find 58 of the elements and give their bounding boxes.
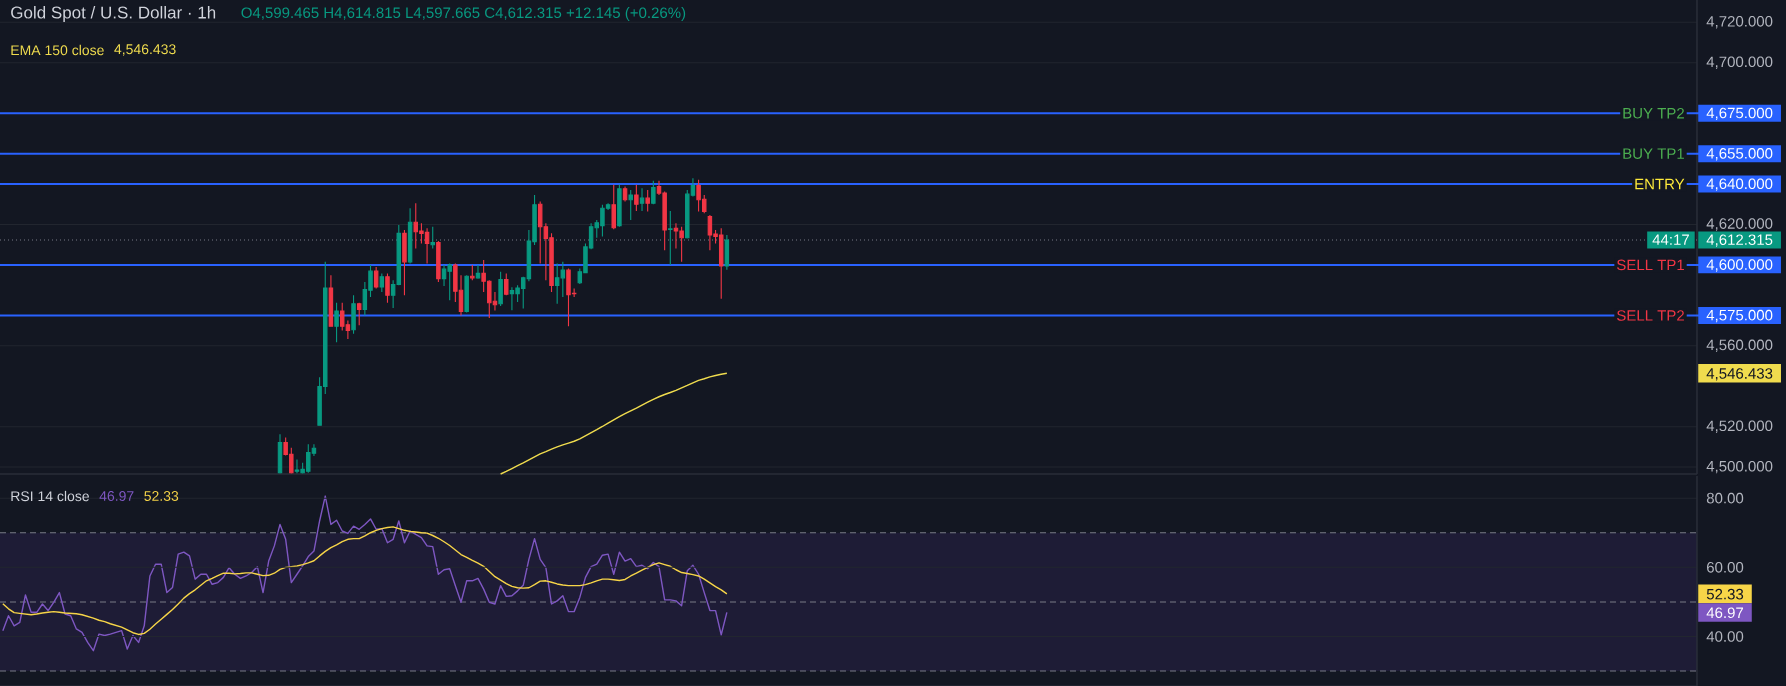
y-tick-label: 4,520.000 [1706, 420, 1773, 433]
candlestick [668, 210, 673, 266]
candlestick [470, 264, 475, 281]
annotation: 4,600.000 [1706, 259, 1773, 272]
candlestick [617, 184, 622, 228]
candlestick [402, 229, 407, 296]
candlestick [498, 271, 503, 307]
y-tick-label: 4,500.000 [1706, 460, 1773, 474]
ref-line-label: ENTRY [1635, 178, 1685, 190]
candlestick [645, 189, 650, 213]
candlestick [373, 266, 379, 290]
candlestick [328, 274, 334, 328]
ref-line-label: BUY TP1 [1623, 148, 1684, 159]
candlestick [628, 189, 633, 221]
y-tick-label: 4,720.000 [1706, 16, 1773, 29]
ref-line-label: SELL TP2 [1617, 310, 1684, 321]
candlestick [436, 240, 441, 283]
y-tick-label: 4,560.000 [1706, 339, 1773, 352]
annotation: 4,655.000 [1706, 148, 1773, 161]
text: RSI 14 close [11, 490, 89, 502]
annotation: 4,640.000 [1706, 178, 1773, 191]
y-tick-label: 80.00 [1706, 492, 1744, 504]
chart-title: Gold Spot / U.S. Dollar · 1h [11, 6, 216, 22]
candlestick [379, 273, 385, 293]
candlestick [634, 184, 639, 212]
annotation: 4,675.000 [1706, 107, 1773, 121]
annotation: 4,575.000 [1706, 309, 1773, 323]
ref-line-label: BUY TP2 [1623, 107, 1684, 119]
candlestick [611, 184, 616, 230]
candlestick [475, 264, 481, 280]
chart-subtitle: O4,599.465 H4,614.815 L4,597.665 C4,612.315 +12.145 (+0.26%) [241, 7, 686, 21]
y-tick-label: 40.00 [1706, 631, 1744, 642]
candlestick [351, 294, 356, 335]
candlestick [385, 273, 390, 304]
candlestick [356, 302, 362, 326]
candlestick [464, 274, 469, 314]
annotation: 52.33 [144, 491, 179, 501]
annotation: 44:17 [1652, 234, 1689, 245]
y-tick-label: 4,620.000 [1706, 218, 1773, 231]
annotation: 46.97 [99, 491, 134, 501]
y-tick-label: 4,700.000 [1706, 56, 1773, 69]
candlestick [639, 187, 645, 212]
candlestick [407, 207, 413, 265]
annotation: 4,612.315 [1706, 234, 1773, 247]
ref-line-label: SELL TP1 [1617, 259, 1684, 271]
candlestick [504, 273, 509, 296]
candlestick [651, 180, 656, 205]
text: EMA 150 close [11, 44, 104, 56]
y-tick-label: 60.00 [1707, 562, 1744, 573]
candlestick [430, 226, 435, 250]
candlestick [724, 234, 730, 271]
y-tick-label: 4,546.433 [1706, 368, 1773, 381]
y-tick-label: 46.97 [1706, 607, 1744, 619]
candlestick [334, 302, 339, 343]
candlestick [622, 185, 628, 203]
candlestick [277, 433, 283, 474]
y-tick-label: 52.33 [1706, 588, 1744, 600]
annotation: 4,546.433 [114, 44, 176, 56]
